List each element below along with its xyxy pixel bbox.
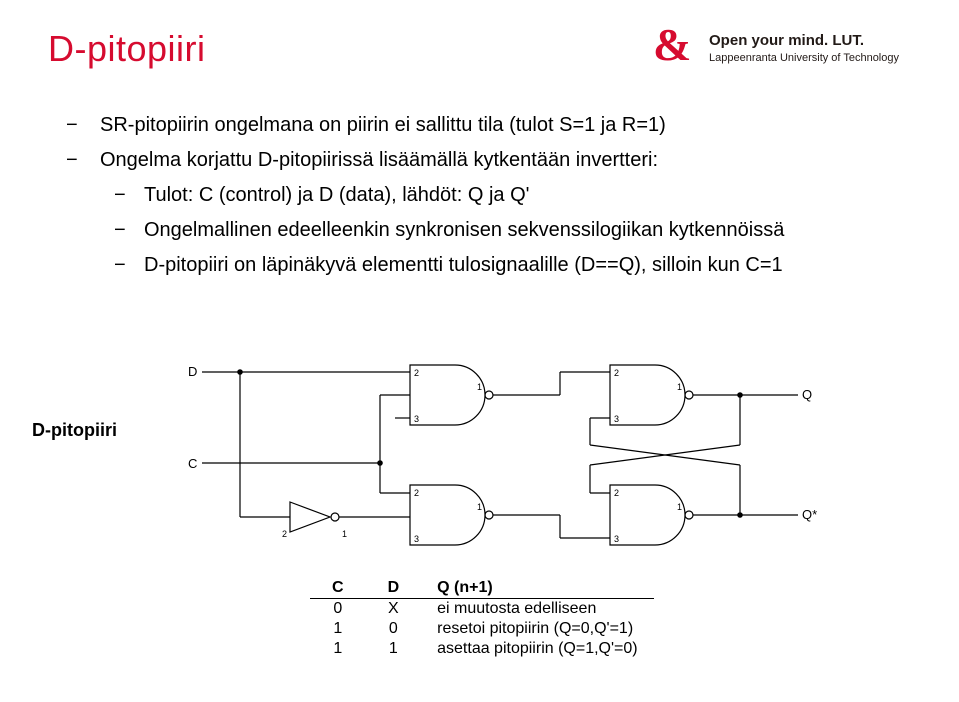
svg-text:1: 1 <box>677 382 682 392</box>
ampersand-icon: & <box>653 20 695 76</box>
nand-gate: 2 3 1 <box>395 365 493 425</box>
svg-text:3: 3 <box>414 414 419 424</box>
svg-text:1: 1 <box>677 502 682 512</box>
cell: 0 <box>310 599 366 620</box>
svg-text:2: 2 <box>614 488 619 498</box>
logo-line1: Open your mind. LUT. <box>709 31 899 51</box>
cell: X <box>366 599 422 620</box>
logo-line2: Lappeenranta University of Technology <box>709 51 899 65</box>
truth-table: C D Q (n+1) 0 X ei muutosta edelliseen 1… <box>310 578 654 659</box>
svg-text:3: 3 <box>614 414 619 424</box>
diagram-label: D-pitopiiri <box>32 420 117 441</box>
svg-text:3: 3 <box>614 534 619 544</box>
table-row: 1 0 resetoi pitopiirin (Q=0,Q'=1) <box>310 619 654 639</box>
svg-text:&: & <box>653 20 691 70</box>
pin-C: C <box>188 456 197 471</box>
svg-text:2: 2 <box>282 529 287 539</box>
lut-logo: & Open your mind. LUT. Lappeenranta Univ… <box>653 20 899 76</box>
col-D: D <box>366 578 422 599</box>
nand-gate: 2 3 1 <box>610 485 693 545</box>
col-Qn1: Q (n+1) <box>421 578 654 599</box>
cell: 1 <box>310 639 366 659</box>
slide: D-pitopiiri & Open your mind. LUT. Lappe… <box>0 0 959 702</box>
bullet-l1: SR-pitopiirin ongelmana on piirin ei sal… <box>100 110 784 141</box>
svg-text:3: 3 <box>414 534 419 544</box>
svg-text:1: 1 <box>477 382 482 392</box>
pin-Qn: Q* <box>802 507 817 522</box>
table-row: 0 X ei muutosta edelliseen <box>310 599 654 620</box>
nand-gate: 2 3 1 <box>610 365 693 425</box>
cell: 0 <box>366 619 422 639</box>
cell: resetoi pitopiirin (Q=0,Q'=1) <box>421 619 654 639</box>
cell: asettaa pitopiirin (Q=1,Q'=0) <box>421 639 654 659</box>
table-row: 1 1 asettaa pitopiirin (Q=1,Q'=0) <box>310 639 654 659</box>
cell: 1 <box>366 639 422 659</box>
logo-text: Open your mind. LUT. Lappeenranta Univer… <box>709 31 899 65</box>
svg-text:2: 2 <box>414 368 419 378</box>
table-row: C D Q (n+1) <box>310 578 654 599</box>
bullet-l2: D-pitopiiri on läpinäkyvä elementti tulo… <box>144 250 784 281</box>
nand-gate: 2 3 1 <box>410 485 493 545</box>
circuit-diagram: D C Q Q* 2 1 <box>180 350 820 560</box>
svg-text:2: 2 <box>414 488 419 498</box>
bullet-l2: Ongelmallinen edeelleenkin synkronisen s… <box>144 215 784 246</box>
col-C: C <box>310 578 366 599</box>
pin-Q: Q <box>802 387 812 402</box>
svg-text:1: 1 <box>342 529 347 539</box>
slide-title: D-pitopiiri <box>48 28 206 70</box>
bullet-list: SR-pitopiirin ongelmana on piirin ei sal… <box>100 110 784 281</box>
cell: ei muutosta edelliseen <box>421 599 654 620</box>
pin-D: D <box>188 364 197 379</box>
svg-text:1: 1 <box>477 502 482 512</box>
bullet-l2: Tulot: C (control) ja D (data), lähdöt: … <box>144 180 784 211</box>
svg-text:2: 2 <box>614 368 619 378</box>
bullet-l1: Ongelma korjattu D-pitopiirissä lisäämäl… <box>100 145 784 176</box>
cell: 1 <box>310 619 366 639</box>
